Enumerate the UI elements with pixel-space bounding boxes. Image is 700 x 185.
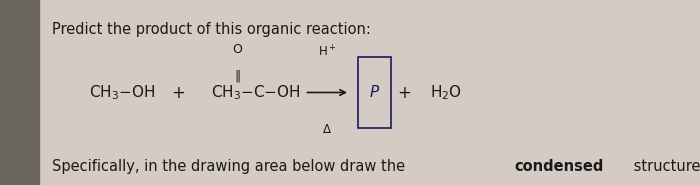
Text: +: +: [398, 83, 412, 102]
Text: O: O: [232, 43, 242, 56]
Text: Specifically, in the drawing area below draw the: Specifically, in the drawing area below …: [52, 159, 410, 174]
Text: H$_2$O: H$_2$O: [430, 83, 463, 102]
Text: structure of: structure of: [629, 159, 700, 174]
Text: Δ: Δ: [323, 123, 331, 136]
Text: H$^+$: H$^+$: [318, 44, 337, 59]
Text: P: P: [370, 85, 379, 100]
Text: CH$_3$$-$OH: CH$_3$$-$OH: [90, 83, 155, 102]
Text: condensed: condensed: [514, 159, 603, 174]
Text: CH$_3$$-$C$-$OH: CH$_3$$-$C$-$OH: [211, 83, 300, 102]
Bar: [0, 0, 38, 185]
Text: Predict the product of this organic reaction:: Predict the product of this organic reac…: [52, 22, 372, 37]
Text: +: +: [172, 83, 186, 102]
Text: ‖: ‖: [234, 69, 240, 82]
